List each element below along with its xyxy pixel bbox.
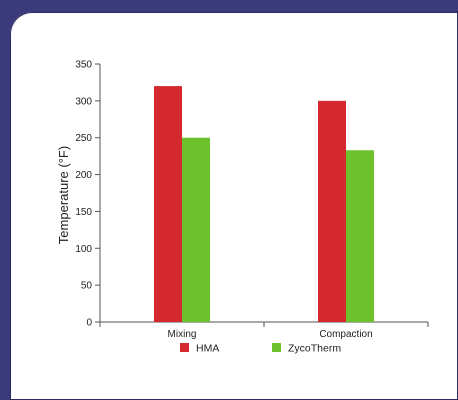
y-axis: 0 50 100 150 200 250 300 350 bbox=[75, 60, 101, 329]
y-tick-label: 250 bbox=[75, 133, 92, 144]
bar-hma-mixing bbox=[154, 86, 182, 322]
bar-zycotherm-mixing bbox=[182, 137, 210, 322]
y-axis-label: Temperature (°F) bbox=[56, 146, 71, 244]
x-tick-label: Compaction bbox=[319, 329, 372, 340]
x-axis: Mixing Compaction bbox=[99, 321, 429, 340]
bars bbox=[154, 86, 374, 322]
y-tick-label: 100 bbox=[75, 244, 92, 255]
y-tick-label: 150 bbox=[75, 207, 92, 218]
bar-hma-compaction bbox=[318, 100, 346, 322]
y-tick-label: 200 bbox=[75, 170, 92, 181]
y-tick-label: 300 bbox=[75, 96, 92, 107]
chart-panel bbox=[10, 12, 458, 400]
legend-label-zycotherm: ZycoTherm bbox=[288, 343, 341, 355]
legend-swatch-hma bbox=[180, 343, 189, 352]
y-tick-label: 350 bbox=[75, 60, 92, 71]
bar-zycotherm-compaction bbox=[346, 150, 374, 322]
y-tick-label: 0 bbox=[86, 318, 92, 329]
x-tick-label: Mixing bbox=[168, 329, 197, 340]
legend-swatch-zycotherm bbox=[272, 343, 281, 352]
legend: HMA ZycoTherm bbox=[180, 343, 341, 355]
legend-label-hma: HMA bbox=[196, 343, 219, 355]
y-tick-label: 50 bbox=[81, 281, 93, 292]
